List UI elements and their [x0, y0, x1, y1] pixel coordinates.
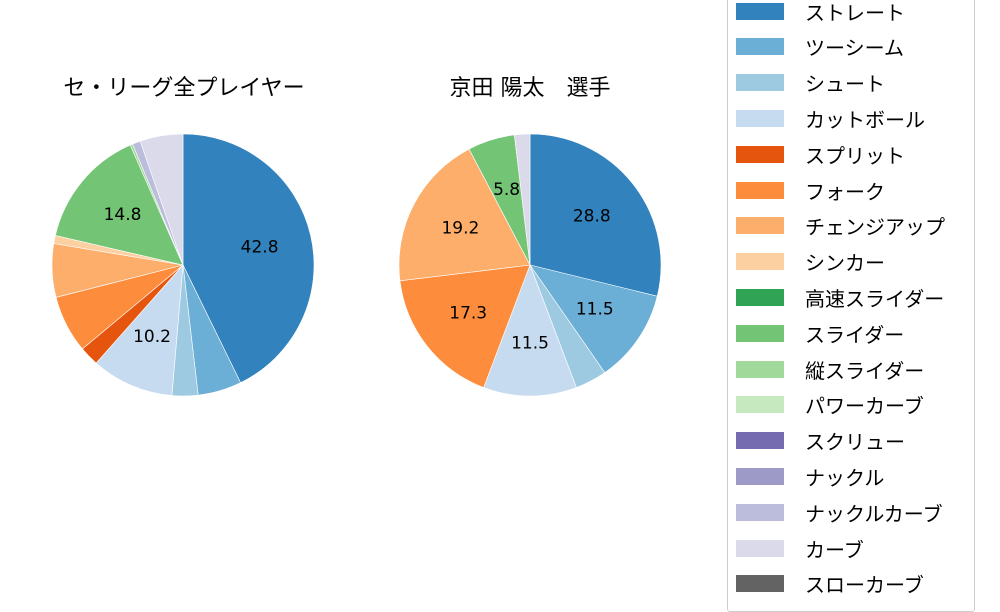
slice-percent-label: 5.8: [493, 180, 520, 200]
legend-swatch: [736, 575, 784, 593]
pie-slice: [95, 264, 184, 396]
legend-label: スクリュー: [805, 430, 905, 455]
legend-swatch: [736, 360, 784, 378]
legend-swatch: [736, 217, 784, 235]
legend-item: ツーシーム: [736, 35, 904, 61]
legend-label: フォーク: [805, 179, 885, 204]
slice-percent-label: 28.8: [573, 207, 611, 227]
legend-swatch: [736, 288, 784, 306]
legend-label: カットボール: [805, 107, 925, 132]
legend-swatch: [736, 539, 784, 557]
legend-label: ナックル: [805, 465, 885, 490]
legend-item: 縦スライダー: [736, 357, 925, 383]
legend-label: 高速スライダー: [805, 286, 945, 311]
slice-percent-label: 14.8: [104, 205, 142, 225]
pie-slice: [529, 264, 658, 374]
legend-item: パワーカーブ: [736, 393, 924, 419]
legend-item: シュート: [736, 71, 885, 97]
legend-item: 高速スライダー: [736, 285, 945, 311]
pie-charts: 42.8 10.2 14.8 28.8 11.5 11.5 17.3 19.2 5.8: [51, 133, 662, 397]
pie-slice: [483, 264, 577, 397]
slice-percent-label: 17.3: [449, 304, 487, 324]
pie-slice: [139, 133, 184, 266]
legend-item: カーブ: [736, 536, 864, 562]
legend-item: スクリュー: [736, 429, 905, 455]
chart-title-player: 京田 陽太 選手: [449, 76, 611, 101]
legend-label: スプリット: [805, 143, 905, 168]
legend-item: チェンジアップ: [736, 214, 945, 240]
legend-label: 縦スライダー: [805, 358, 925, 383]
slice-percent-label: 19.2: [441, 219, 479, 239]
pie-slice: [529, 133, 662, 297]
slice-percent-label: 10.2: [133, 327, 171, 347]
pie-league: 42.8 10.2 14.8: [51, 133, 315, 397]
slice-percent-label: 42.8: [241, 237, 279, 257]
legend-item: ナックル: [736, 464, 885, 490]
legend-label: パワーカーブ: [805, 394, 924, 419]
pie-player: 28.8 11.5 11.5 17.3 19.2 5.8: [398, 133, 662, 397]
legend-item: スプリット: [736, 142, 905, 168]
legend-label: シュート: [805, 72, 885, 97]
legend-item: ナックルカーブ: [736, 500, 943, 526]
slice-percent-label: 11.5: [576, 300, 614, 320]
legend-swatch: [736, 324, 784, 342]
pie-slice: [399, 264, 531, 388]
slice-percent-label: 11.5: [511, 334, 549, 354]
legend-swatch: [736, 74, 784, 92]
pie-slice: [398, 148, 531, 282]
legend-label: ツーシーム: [805, 36, 904, 61]
legend-item: フォーク: [736, 178, 885, 204]
pie-slice: [182, 133, 315, 384]
legend-swatch: [736, 181, 784, 199]
legend-item: スライダー: [736, 321, 905, 347]
legend-item: スローカーブ: [736, 572, 924, 598]
legend-item: シンカー: [736, 250, 885, 276]
legend-swatch: [736, 38, 784, 56]
legend-swatch: [736, 396, 784, 414]
legend-swatch: [736, 109, 784, 127]
legend-label: スローカーブ: [805, 573, 924, 598]
legend-swatch: [736, 432, 784, 450]
legend-label: スライダー: [805, 322, 905, 347]
chart-title-league: セ・リーグ全プレイヤー: [63, 76, 305, 101]
pie-slice: [514, 133, 531, 266]
legend-swatch: [736, 2, 784, 20]
legend-label: チェンジアップ: [805, 215, 945, 240]
legend-label: ストレート: [805, 0, 905, 25]
legend-swatch: [736, 503, 784, 521]
pie-slice: [55, 144, 184, 266]
legend-item: ストレート: [736, 0, 905, 25]
legend-swatch: [736, 145, 784, 163]
legend-label: カーブ: [805, 537, 864, 562]
legend-swatch: [736, 467, 784, 485]
legend: ストレートツーシームシュートカットボール スプリットフォークチェンジアップ シンカー…: [727, 0, 975, 612]
legend-swatch: [736, 253, 784, 271]
legend-label: ナックルカーブ: [805, 501, 943, 526]
legend-label: シンカー: [805, 251, 885, 276]
legend-item: カットボール: [736, 106, 925, 132]
